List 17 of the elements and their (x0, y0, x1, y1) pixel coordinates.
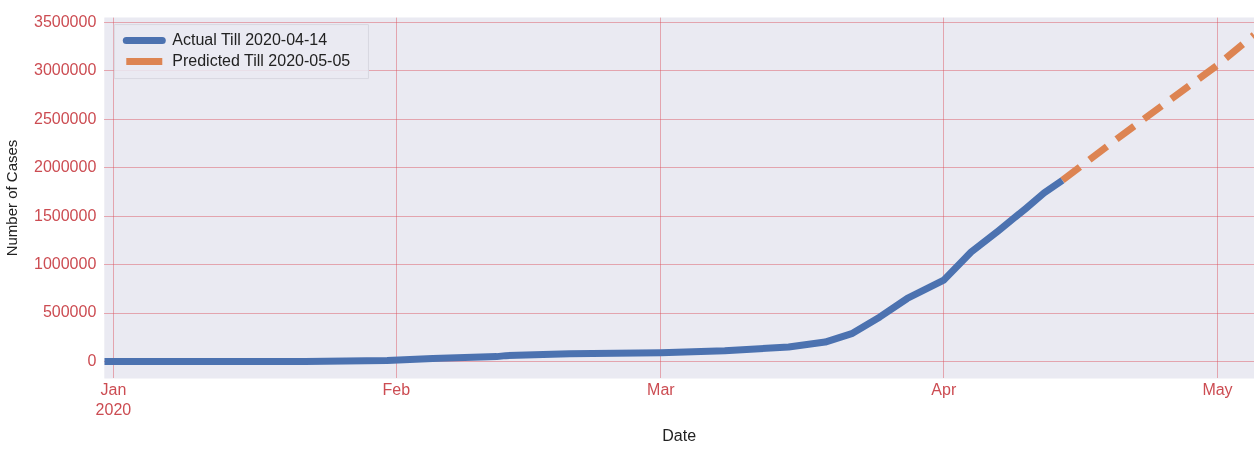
y-tick-label: 0 (87, 351, 97, 369)
y-tick-label: 3000000 (33, 61, 97, 79)
x-tick-label: Feb (382, 381, 411, 399)
y-tick-label: 1500000 (33, 206, 97, 224)
y-tick-label: 500000 (42, 303, 97, 321)
x-tick-label: Jan 2020 (95, 381, 132, 418)
y-tick-label: 1000000 (33, 255, 97, 272)
x-tick-label: May (1202, 381, 1233, 399)
x-tick-label: Mar (647, 381, 676, 399)
y-tick-label: 2000000 (33, 158, 97, 176)
legend-label: Actual Till 2020-04-14 (172, 31, 328, 49)
x-axis-title: Date (662, 426, 697, 444)
x-tick-label: Apr (931, 381, 957, 399)
legend-label: Predicted Till 2020-05-05 (172, 52, 351, 70)
y-tick-label: 3500000 (33, 12, 97, 30)
y-axis-title: Number of Cases (3, 139, 21, 257)
y-tick-label: 2500000 (33, 109, 97, 127)
